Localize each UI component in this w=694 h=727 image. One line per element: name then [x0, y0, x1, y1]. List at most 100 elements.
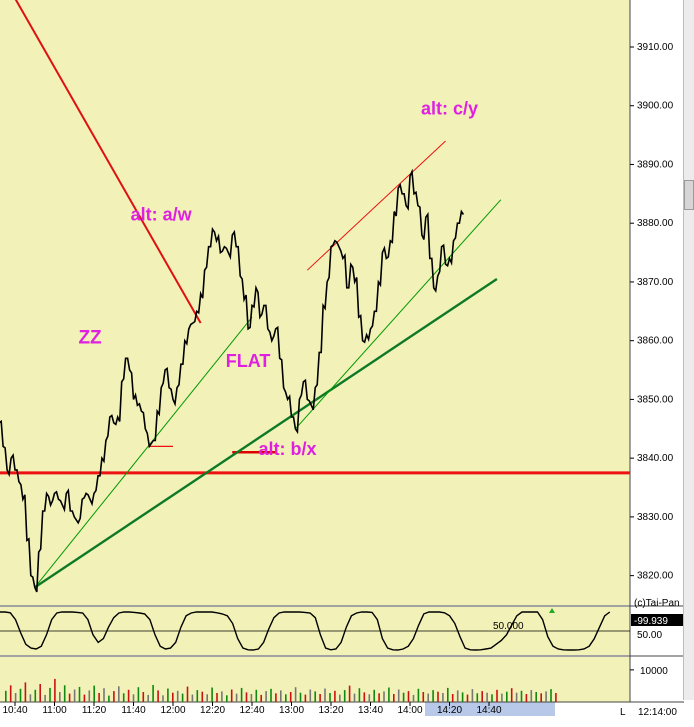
volume-bar: [221, 691, 223, 702]
oscillator-line: [0, 611, 611, 651]
volume-bar: [255, 689, 258, 702]
volume-bar: [407, 691, 410, 702]
volume-bar: [545, 691, 547, 702]
volume-bar: [83, 694, 86, 702]
vertical-scrollbar[interactable]: [683, 0, 694, 700]
copyright-label: (c)Tai-Pan: [634, 598, 680, 609]
volume-bar: [422, 692, 425, 702]
volume-bar: [378, 693, 380, 702]
volume-bar: [152, 685, 154, 702]
volume-bar: [368, 694, 371, 702]
volume-bar: [34, 689, 37, 702]
volume-bar: [59, 692, 61, 702]
volume-bar: [68, 693, 71, 702]
volume-bar: [289, 692, 292, 702]
y-tick-label: 3850.00: [637, 394, 674, 405]
volume-bar: [245, 692, 248, 702]
volume-bar: [456, 690, 459, 702]
y-tick-label: 3840.00: [637, 453, 674, 464]
volume-bar: [275, 693, 277, 702]
volume-bar: [506, 691, 508, 702]
volume-bar: [9, 685, 12, 702]
volume-bar: [211, 687, 213, 702]
price-series: [0, 168, 465, 593]
oscillator-level-label: 50.00: [637, 630, 662, 641]
volume-bar: [520, 690, 523, 703]
trendline: [34, 316, 253, 588]
volume-bar: [270, 688, 272, 702]
y-tick-label: 3830.00: [637, 512, 674, 523]
volume-bar: [304, 694, 307, 702]
volume-bar: [442, 693, 444, 702]
x-tick-label: 11:20: [82, 705, 107, 716]
volume-bar: [230, 689, 233, 702]
price-layer: alt: c/y alt: a/w ZZ FLAT alt: b/x: [0, 0, 630, 593]
volume-bar: [14, 693, 17, 702]
scroll-thumb[interactable]: [684, 180, 694, 210]
volume-bar: [118, 686, 120, 703]
volume-bar: [132, 694, 135, 702]
oscillator-value-label: -99.939: [634, 616, 668, 627]
volume-bar: [250, 694, 253, 702]
x-tick-label: 13:20: [318, 705, 343, 716]
x-tick-label: 12:20: [200, 705, 225, 716]
volume-bar: [240, 687, 243, 702]
volume-bar: [235, 693, 238, 702]
y-tick-label: 3880.00: [637, 218, 674, 229]
volume-bar: [451, 694, 454, 702]
volume-bar: [19, 688, 22, 702]
volume-bar: [147, 694, 149, 702]
volume-bar: [447, 687, 449, 702]
volume-bar: [294, 687, 297, 702]
volume-bar: [530, 690, 533, 702]
volume-bar: [157, 690, 159, 702]
y-tick-label: 3910.00: [637, 42, 674, 53]
volume-bar: [324, 688, 326, 702]
price-panel: [0, 0, 630, 605]
volume-bar: [29, 694, 32, 702]
annotation-label: alt: b/x: [259, 439, 317, 459]
volume-bar: [181, 693, 184, 702]
volume-bar: [260, 694, 262, 702]
volume-bar: [280, 690, 282, 702]
volume-bar: [417, 688, 420, 702]
volume-bar: [78, 686, 81, 702]
volume-bar: [191, 694, 194, 702]
y-tick-label: 3870.00: [637, 277, 674, 288]
x-tick-label: 14:20: [437, 705, 462, 716]
x-tick-label: 12:40: [239, 705, 264, 716]
oscillator-mid-label: 50.000: [493, 621, 524, 632]
annotation-label: alt: c/y: [421, 99, 478, 119]
oscillator-marker: [549, 608, 555, 613]
volume-bar: [334, 690, 336, 703]
oscillator-layer: 50.000 -99.939 50.00: [0, 608, 684, 651]
volume-bar: [172, 692, 174, 702]
volume-bar: [226, 695, 228, 703]
x-tick-label: 11:40: [121, 705, 146, 716]
volume-bar: [186, 686, 189, 702]
volume-bar: [471, 689, 474, 702]
volume-bar: [383, 691, 385, 702]
volume-bar: [496, 689, 498, 702]
volume-bar: [427, 693, 429, 702]
volume-bar: [113, 691, 115, 702]
axis-layer: 3910.00 3900.00 3890.00 3880.00 3870.00 3860.…: [2, 42, 673, 716]
volume-bar: [122, 693, 125, 702]
volume-bar: [510, 688, 513, 702]
volume-bar: [44, 694, 46, 702]
volume-bar: [285, 694, 287, 702]
volume-layer: 10000: [5, 666, 668, 703]
annotation-label: alt: a/w: [131, 204, 193, 224]
volume-bar: [88, 690, 91, 702]
x-tick-label: 12:00: [160, 705, 185, 716]
volume-bar: [73, 689, 76, 702]
x-tick-label: 11:00: [42, 705, 67, 716]
y-tick-label: 3860.00: [637, 336, 674, 347]
volume-bar: [432, 690, 434, 702]
volume-bar: [216, 693, 218, 702]
volume-bar: [393, 694, 395, 702]
volume-bar: [437, 691, 439, 702]
volume-bar: [329, 693, 331, 702]
volume-bar: [103, 688, 105, 702]
volume-bar: [93, 685, 95, 702]
